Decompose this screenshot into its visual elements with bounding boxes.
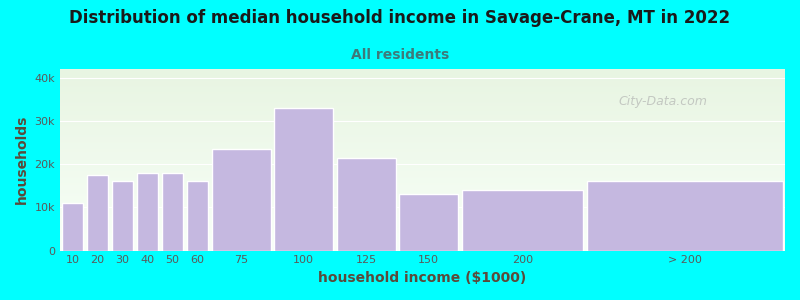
Bar: [137, 173, 158, 250]
Bar: [587, 182, 783, 250]
Bar: [112, 182, 133, 250]
X-axis label: household income ($1000): household income ($1000): [318, 271, 526, 285]
Y-axis label: households: households: [15, 115, 29, 205]
Bar: [62, 203, 83, 250]
Bar: [274, 108, 333, 250]
Bar: [462, 190, 583, 250]
Text: Distribution of median household income in Savage-Crane, MT in 2022: Distribution of median household income …: [70, 9, 730, 27]
Bar: [162, 173, 183, 250]
Text: All residents: All residents: [351, 48, 449, 62]
Bar: [212, 149, 270, 250]
Bar: [87, 175, 108, 250]
Bar: [399, 194, 458, 250]
Bar: [337, 158, 396, 250]
Text: City-Data.com: City-Data.com: [618, 95, 707, 108]
Bar: [187, 182, 208, 250]
